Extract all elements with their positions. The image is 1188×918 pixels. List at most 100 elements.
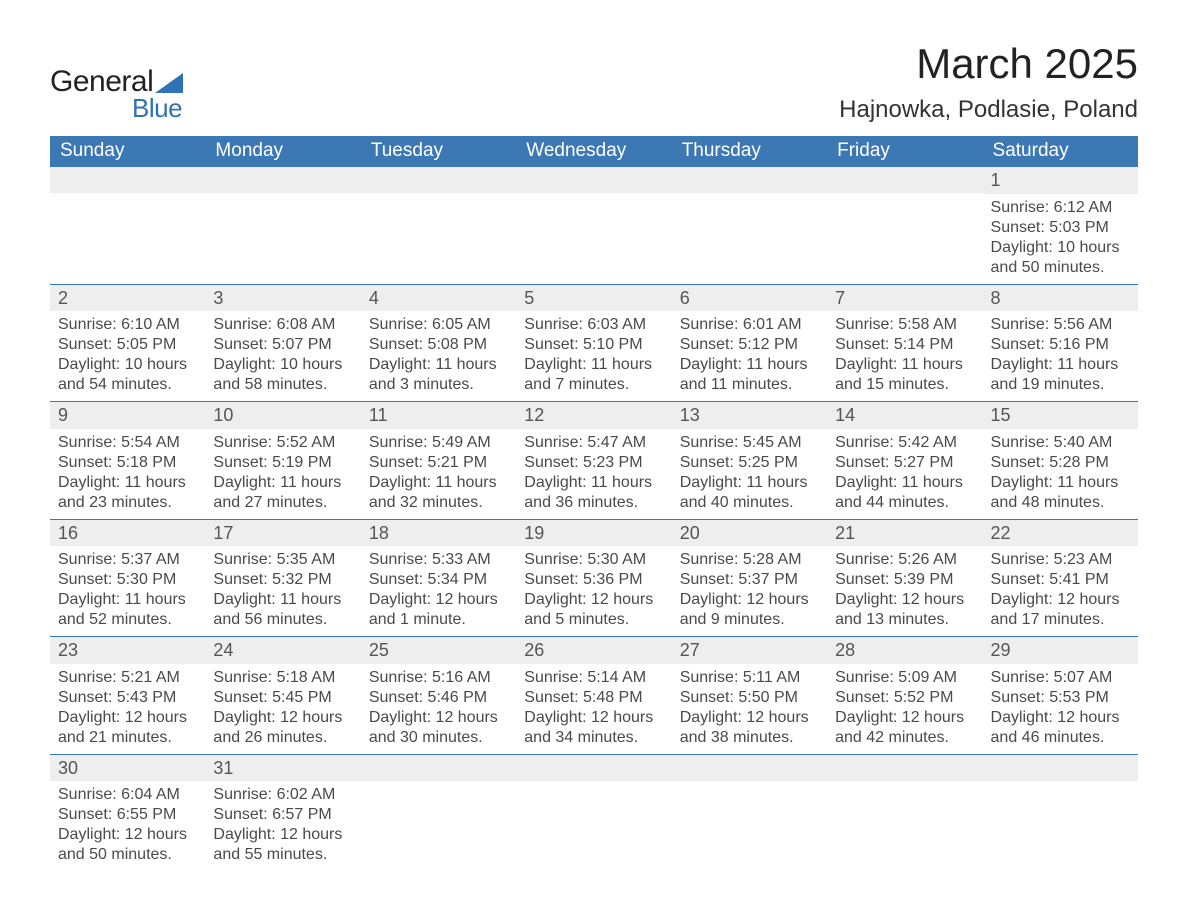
day-sunset: Sunset: 5:53 PM (991, 688, 1130, 708)
calendar-cell: 1Sunrise: 6:12 AMSunset: 5:03 PMDaylight… (983, 167, 1138, 285)
day-daylight1: Daylight: 10 hours (58, 355, 197, 375)
day-content: Sunrise: 5:14 AMSunset: 5:48 PMDaylight:… (516, 664, 671, 754)
day-daylight2: and 48 minutes. (991, 493, 1130, 513)
day-number: 12 (516, 402, 671, 429)
day-content: Sunrise: 5:52 AMSunset: 5:19 PMDaylight:… (205, 429, 360, 519)
logo-triangle-icon (155, 73, 183, 93)
day-daylight2: and 42 minutes. (835, 728, 974, 748)
day-daylight1: Daylight: 12 hours (835, 590, 974, 610)
calendar-cell (516, 167, 671, 285)
calendar-table: SundayMondayTuesdayWednesdayThursdayFrid… (50, 136, 1138, 871)
calendar-cell (361, 754, 516, 871)
day-sunset: Sunset: 5:37 PM (680, 570, 819, 590)
day-number: 20 (672, 520, 827, 547)
day-sunset: Sunset: 5:41 PM (991, 570, 1130, 590)
day-sunrise: Sunrise: 5:40 AM (991, 433, 1130, 453)
day-sunrise: Sunrise: 5:49 AM (369, 433, 508, 453)
day-daylight1: Daylight: 12 hours (835, 708, 974, 728)
calendar-cell (672, 167, 827, 285)
calendar-cell: 25Sunrise: 5:16 AMSunset: 5:46 PMDayligh… (361, 637, 516, 755)
calendar-header-row: SundayMondayTuesdayWednesdayThursdayFrid… (50, 136, 1138, 167)
day-sunrise: Sunrise: 6:10 AM (58, 315, 197, 335)
empty-day-number (516, 167, 671, 193)
day-sunset: Sunset: 6:57 PM (213, 805, 352, 825)
empty-day-content (827, 193, 982, 271)
empty-day-content (361, 193, 516, 271)
weekday-header: Sunday (50, 136, 205, 167)
empty-day-content (983, 781, 1138, 859)
day-number: 4 (361, 285, 516, 312)
day-daylight2: and 3 minutes. (369, 375, 508, 395)
day-daylight2: and 21 minutes. (58, 728, 197, 748)
day-sunrise: Sunrise: 5:45 AM (680, 433, 819, 453)
day-content: Sunrise: 5:49 AMSunset: 5:21 PMDaylight:… (361, 429, 516, 519)
day-content: Sunrise: 5:54 AMSunset: 5:18 PMDaylight:… (50, 429, 205, 519)
day-daylight1: Daylight: 11 hours (524, 355, 663, 375)
day-number: 10 (205, 402, 360, 429)
empty-day-content (516, 781, 671, 859)
day-daylight1: Daylight: 12 hours (524, 708, 663, 728)
calendar-cell: 22Sunrise: 5:23 AMSunset: 5:41 PMDayligh… (983, 519, 1138, 637)
day-sunrise: Sunrise: 6:02 AM (213, 785, 352, 805)
day-sunrise: Sunrise: 5:37 AM (58, 550, 197, 570)
day-sunrise: Sunrise: 6:08 AM (213, 315, 352, 335)
calendar-cell (672, 754, 827, 871)
calendar-cell: 30Sunrise: 6:04 AMSunset: 6:55 PMDayligh… (50, 754, 205, 871)
day-content: Sunrise: 6:03 AMSunset: 5:10 PMDaylight:… (516, 311, 671, 401)
calendar-cell: 14Sunrise: 5:42 AMSunset: 5:27 PMDayligh… (827, 402, 982, 520)
day-sunrise: Sunrise: 5:28 AM (680, 550, 819, 570)
day-content: Sunrise: 5:16 AMSunset: 5:46 PMDaylight:… (361, 664, 516, 754)
day-sunset: Sunset: 5:16 PM (991, 335, 1130, 355)
day-sunrise: Sunrise: 5:54 AM (58, 433, 197, 453)
calendar-cell: 24Sunrise: 5:18 AMSunset: 5:45 PMDayligh… (205, 637, 360, 755)
day-sunrise: Sunrise: 5:56 AM (991, 315, 1130, 335)
day-content: Sunrise: 5:37 AMSunset: 5:30 PMDaylight:… (50, 546, 205, 636)
day-content: Sunrise: 5:28 AMSunset: 5:37 PMDaylight:… (672, 546, 827, 636)
day-daylight1: Daylight: 11 hours (991, 473, 1130, 493)
day-daylight2: and 44 minutes. (835, 493, 974, 513)
calendar-cell: 31Sunrise: 6:02 AMSunset: 6:57 PMDayligh… (205, 754, 360, 871)
day-daylight1: Daylight: 11 hours (58, 590, 197, 610)
day-sunrise: Sunrise: 5:52 AM (213, 433, 352, 453)
day-daylight1: Daylight: 11 hours (680, 473, 819, 493)
day-daylight2: and 34 minutes. (524, 728, 663, 748)
calendar-cell (361, 167, 516, 285)
day-daylight2: and 56 minutes. (213, 610, 352, 630)
day-daylight2: and 7 minutes. (524, 375, 663, 395)
day-sunset: Sunset: 5:50 PM (680, 688, 819, 708)
day-daylight2: and 55 minutes. (213, 845, 352, 865)
day-sunrise: Sunrise: 5:11 AM (680, 668, 819, 688)
calendar-cell: 18Sunrise: 5:33 AMSunset: 5:34 PMDayligh… (361, 519, 516, 637)
empty-day-content (672, 781, 827, 859)
empty-day-number (827, 755, 982, 781)
empty-day-number (672, 167, 827, 193)
day-daylight1: Daylight: 12 hours (58, 708, 197, 728)
day-daylight1: Daylight: 12 hours (991, 590, 1130, 610)
day-daylight1: Daylight: 12 hours (524, 590, 663, 610)
calendar-cell: 5Sunrise: 6:03 AMSunset: 5:10 PMDaylight… (516, 284, 671, 402)
day-sunrise: Sunrise: 5:33 AM (369, 550, 508, 570)
day-daylight2: and 1 minute. (369, 610, 508, 630)
day-daylight1: Daylight: 12 hours (991, 708, 1130, 728)
calendar-cell: 4Sunrise: 6:05 AMSunset: 5:08 PMDaylight… (361, 284, 516, 402)
calendar-cell: 6Sunrise: 6:01 AMSunset: 5:12 PMDaylight… (672, 284, 827, 402)
day-daylight1: Daylight: 12 hours (369, 590, 508, 610)
day-content: Sunrise: 5:40 AMSunset: 5:28 PMDaylight:… (983, 429, 1138, 519)
day-daylight1: Daylight: 12 hours (680, 590, 819, 610)
day-sunset: Sunset: 5:36 PM (524, 570, 663, 590)
day-number: 11 (361, 402, 516, 429)
day-number: 16 (50, 520, 205, 547)
weekday-header: Saturday (983, 136, 1138, 167)
day-content: Sunrise: 5:26 AMSunset: 5:39 PMDaylight:… (827, 546, 982, 636)
day-sunset: Sunset: 5:46 PM (369, 688, 508, 708)
day-daylight2: and 54 minutes. (58, 375, 197, 395)
day-sunset: Sunset: 5:34 PM (369, 570, 508, 590)
day-daylight1: Daylight: 11 hours (524, 473, 663, 493)
day-number: 23 (50, 637, 205, 664)
day-number: 26 (516, 637, 671, 664)
day-daylight2: and 26 minutes. (213, 728, 352, 748)
weekday-header: Monday (205, 136, 360, 167)
day-number: 17 (205, 520, 360, 547)
day-number: 1 (983, 167, 1138, 194)
day-daylight2: and 50 minutes. (991, 258, 1130, 278)
